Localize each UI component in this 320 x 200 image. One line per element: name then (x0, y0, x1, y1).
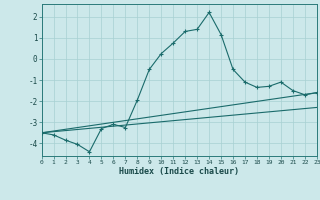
X-axis label: Humidex (Indice chaleur): Humidex (Indice chaleur) (119, 167, 239, 176)
